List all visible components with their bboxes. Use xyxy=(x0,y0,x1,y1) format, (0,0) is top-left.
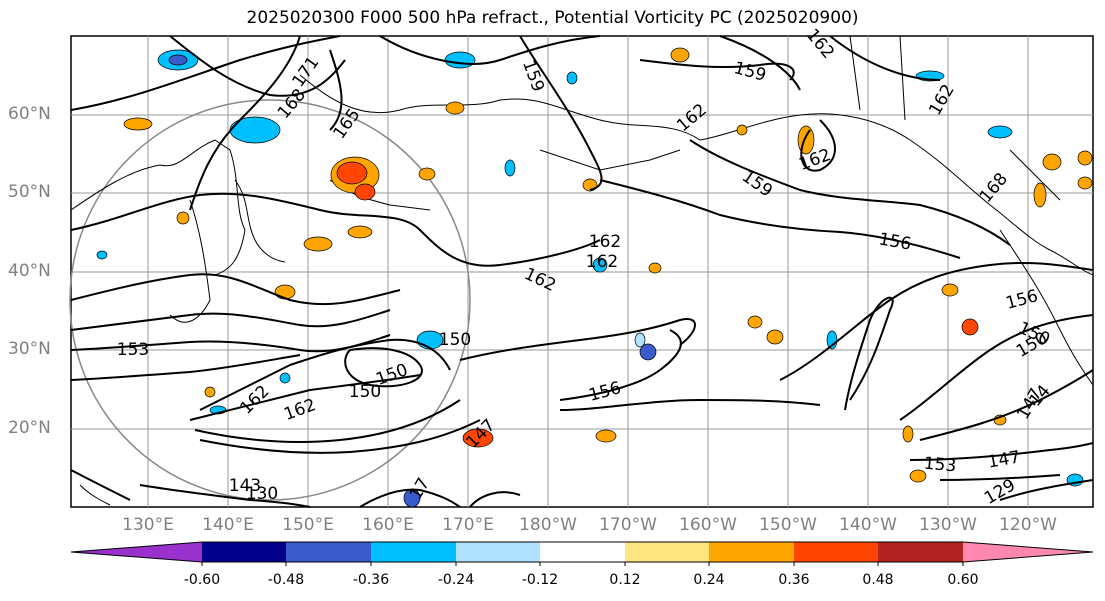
lon-label-150w: 150°W xyxy=(759,515,817,535)
lon-label-130e: 130°E xyxy=(122,515,174,535)
colorbar-segment xyxy=(625,542,709,562)
colorbar-tick: -0.48 xyxy=(267,572,305,588)
lat-label-20n: 20°N xyxy=(8,418,51,438)
colorbar-tick: 0.24 xyxy=(693,572,725,588)
contour-label: 150 xyxy=(438,330,472,350)
lon-label-160e: 160°E xyxy=(362,515,414,535)
contour-label: 130 xyxy=(245,484,279,504)
colorbar-segment xyxy=(794,542,878,562)
colorbar-segment xyxy=(963,542,1093,562)
region-circle xyxy=(69,99,471,501)
lon-label-170e: 170°E xyxy=(442,515,494,535)
gridlines xyxy=(71,36,1093,507)
contour-label: 162 xyxy=(588,232,622,252)
colorbar-tick: 0.36 xyxy=(778,572,810,588)
colorbar-segment xyxy=(709,542,794,562)
lat-label-50n: 50°N xyxy=(8,182,51,202)
lon-label-140w: 140°W xyxy=(839,515,897,535)
colorbar-segment xyxy=(540,542,625,562)
colorbar-tick: 0.12 xyxy=(609,572,641,588)
contour-label: 162 xyxy=(585,252,619,272)
colorbar-tick: -0.12 xyxy=(521,572,559,588)
contours xyxy=(70,35,1094,508)
coastlines xyxy=(70,35,1094,506)
colorbar-segment xyxy=(456,542,540,562)
lon-label-120w: 120°W xyxy=(999,515,1057,535)
lat-label-30n: 30°N xyxy=(8,339,51,359)
lon-label-140e: 140°E xyxy=(202,515,254,535)
colorbar-segment xyxy=(202,542,286,562)
lat-label-40n: 40°N xyxy=(8,261,51,281)
contour-label: 143 xyxy=(228,476,262,496)
lon-label-130w: 130°W xyxy=(919,515,977,535)
lon-label-180w: 180°W xyxy=(519,515,577,535)
colorbar-segment xyxy=(71,542,202,562)
colorbar-tick: 0.60 xyxy=(947,572,979,588)
colorbar xyxy=(70,541,1094,566)
pv-patches xyxy=(96,47,1093,508)
lat-label-60n: 60°N xyxy=(8,104,51,124)
map-title: 2025020300 F000 500 hPa refract., Potent… xyxy=(246,8,859,28)
contour-label: 153 xyxy=(922,453,958,477)
colorbar-tick: -0.36 xyxy=(352,572,390,588)
contour-label: 150 xyxy=(348,382,382,402)
colorbar-tick: -0.24 xyxy=(437,572,475,588)
colorbar-segment xyxy=(371,542,456,562)
colorbar-segment xyxy=(286,542,371,562)
colorbar-segment xyxy=(878,542,963,562)
colorbar-tick: -0.60 xyxy=(183,572,221,588)
lon-label-160w: 160°W xyxy=(679,515,737,535)
colorbar-tick: 0.48 xyxy=(862,572,894,588)
lon-label-150e: 150°E xyxy=(282,515,334,535)
lon-label-170w: 170°W xyxy=(599,515,657,535)
contour-label: 153 xyxy=(116,340,150,360)
